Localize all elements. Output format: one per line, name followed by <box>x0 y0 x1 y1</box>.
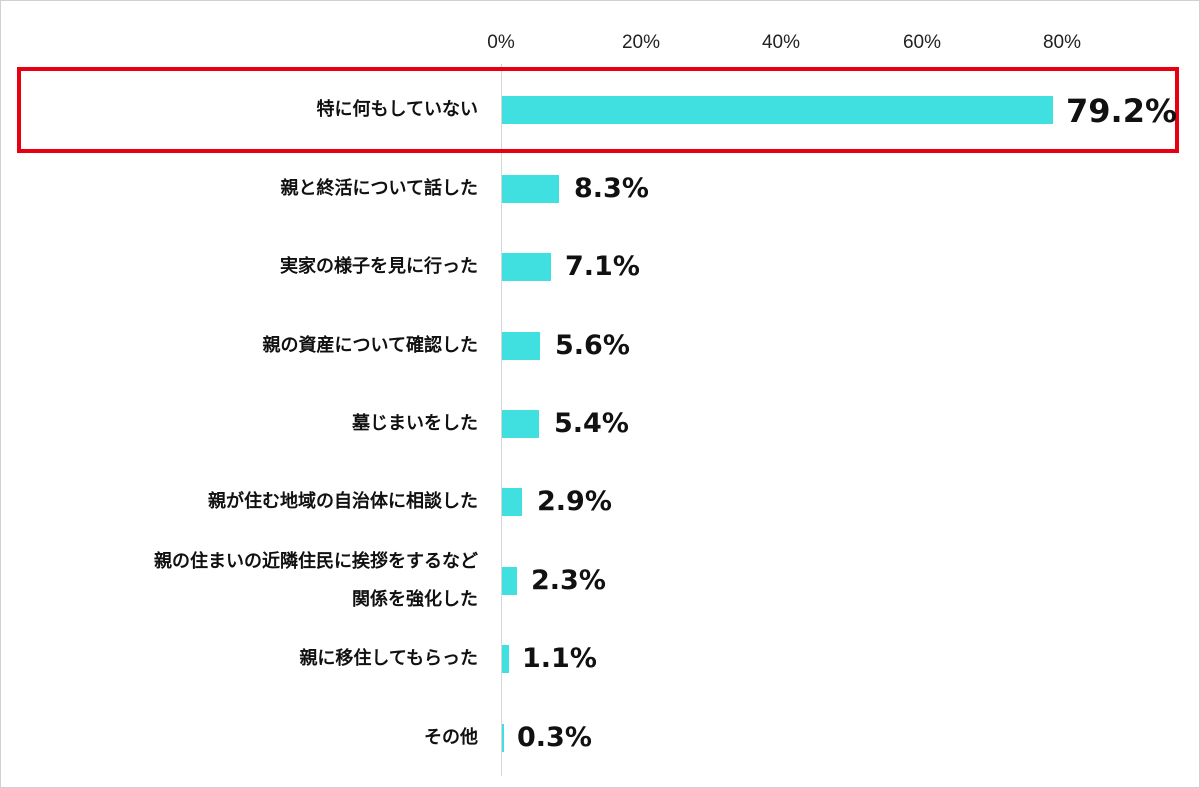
bar <box>502 410 539 438</box>
category-label: 親が住む地域の自治体に相談した <box>208 491 478 512</box>
y-axis-line <box>501 64 502 776</box>
value-label: 5.6% <box>555 330 630 361</box>
x-tick: 20% <box>621 32 661 53</box>
category-label: 墓じまいをした <box>352 413 478 434</box>
category-label: その他 <box>424 727 478 748</box>
bar <box>502 332 540 360</box>
bar <box>502 488 522 516</box>
bar <box>502 567 517 595</box>
bar <box>502 645 509 673</box>
category-label: 親の資産について確認した <box>262 335 478 356</box>
category-label: 親と終活について話した <box>280 178 478 199</box>
value-label: 1.1% <box>522 643 597 674</box>
highlight-box <box>17 67 1179 153</box>
value-label: 0.3% <box>517 722 592 753</box>
category-label: 実家の様子を見に行った <box>280 256 478 277</box>
bar <box>502 253 551 281</box>
x-tick: 0% <box>487 32 515 53</box>
x-tick: 40% <box>761 32 801 53</box>
bar <box>502 175 559 203</box>
category-label: 関係を強化した <box>352 589 478 610</box>
value-label: 8.3% <box>574 173 649 204</box>
value-label: 2.3% <box>531 565 606 596</box>
bar <box>502 96 1053 124</box>
category-label: 親の住まいの近隣住民に挨拶をするなど <box>154 551 478 572</box>
bar <box>502 724 504 752</box>
value-label: 7.1% <box>565 251 640 282</box>
value-label: 5.4% <box>554 408 629 439</box>
x-tick: 80% <box>1042 32 1082 53</box>
value-label: 2.9% <box>537 486 612 517</box>
x-tick: 60% <box>902 32 942 53</box>
category-label: 親に移住してもらった <box>299 648 478 669</box>
category-label: 特に何もしていない <box>316 99 478 120</box>
value-label: 79.2% <box>1066 92 1178 130</box>
